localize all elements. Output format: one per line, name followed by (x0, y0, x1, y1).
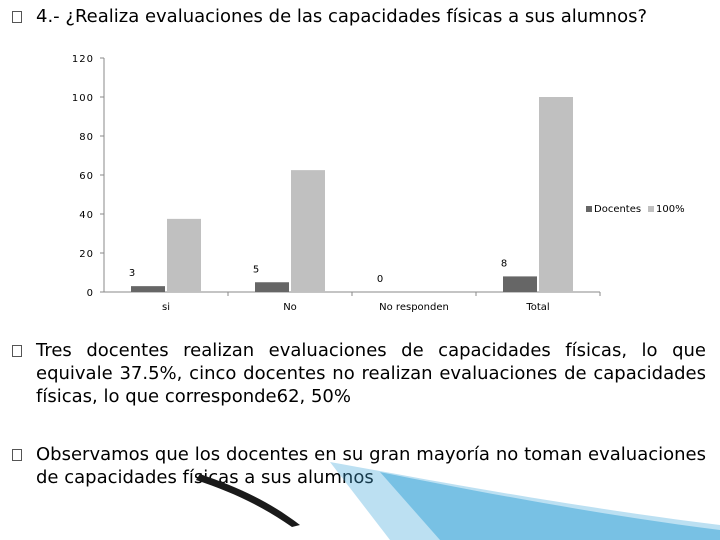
x-tick-label: si (162, 302, 170, 313)
bar-percent (167, 218, 201, 292)
legend-label: Docentes (594, 204, 641, 215)
y-tick-label: 20 (79, 249, 94, 260)
y-tick-label: 40 (79, 210, 94, 221)
slide-title: 4.- ¿Realiza evaluaciones de las capacid… (36, 6, 648, 27)
y-tick-label: 60 (79, 171, 94, 182)
bar-percent (291, 170, 325, 292)
paragraph-2: Observamos que los docentes en su gran m… (36, 444, 706, 488)
data-label: 3 (129, 268, 135, 279)
y-tick-label: 80 (79, 132, 94, 143)
bullet-icon (12, 345, 22, 357)
data-label: 8 (501, 258, 507, 269)
legend-swatch (586, 206, 592, 212)
x-tick-label: No responden (379, 302, 449, 313)
bar-docentes (503, 276, 537, 292)
y-tick-label: 100 (72, 93, 94, 104)
bar-docentes (255, 282, 289, 292)
y-tick-label: 120 (72, 54, 94, 65)
x-tick-label: Total (525, 302, 549, 313)
legend-swatch (648, 206, 654, 212)
bar-chart: 0 20 40 60 80 100 120 si 3 No 5 No responden 0 Total 8… (72, 54, 685, 313)
bar-docentes (131, 286, 165, 292)
data-label: 5 (253, 264, 259, 275)
x-tick-label: No (283, 302, 297, 313)
y-tick-label: 0 (87, 288, 94, 299)
paragraph-1: Tres docentes realizan evaluaciones de c… (36, 340, 706, 407)
bullet-icon (12, 449, 22, 461)
bullet-icon (12, 11, 22, 23)
legend-label: 100% (656, 204, 685, 215)
data-label: 0 (377, 274, 383, 285)
bar-percent (539, 97, 573, 292)
